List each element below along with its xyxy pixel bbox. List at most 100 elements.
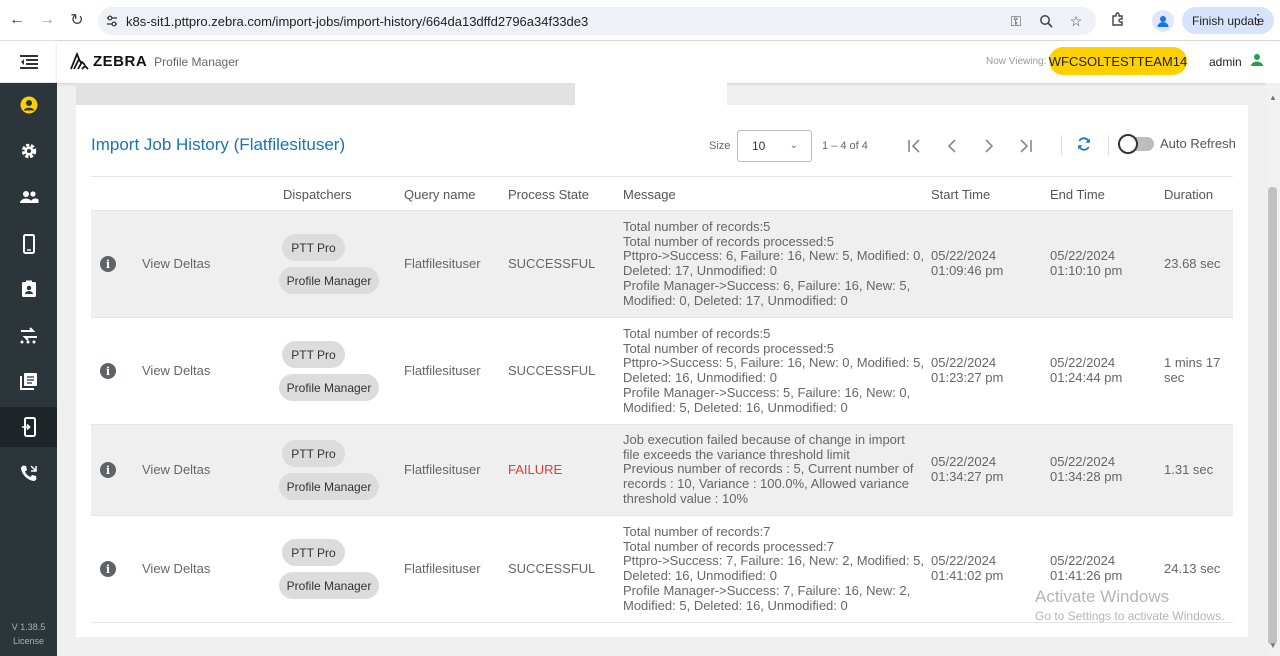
message-line: Pttpro->Success: 5, Failure: 16, New: 0,…	[623, 355, 924, 371]
table-header: Dispatchers Query name Process State Mes…	[91, 176, 1233, 211]
refresh-icon	[1078, 137, 1090, 151]
start-date: 05/22/2024	[931, 355, 997, 370]
scroll-up-icon[interactable]: ▲	[1269, 93, 1277, 102]
password-key-icon[interactable]: ⚿	[1010, 12, 1022, 29]
sidebar-item-devices[interactable]	[0, 224, 57, 264]
refresh-button[interactable]	[1076, 136, 1092, 157]
people-icon	[19, 191, 38, 203]
start-clock: 01:23:27 pm	[931, 369, 1004, 385]
start-date: 05/22/2024	[931, 248, 997, 263]
reload-icon[interactable]: ↻	[70, 12, 84, 29]
zoom-icon[interactable]	[1036, 11, 1056, 31]
column-duration[interactable]: Duration	[1164, 187, 1214, 202]
message-line: Total number of records processed:5	[623, 340, 834, 356]
sidebar-item-account[interactable]	[0, 85, 57, 125]
column-start-time[interactable]: Start Time	[931, 187, 991, 202]
column-query-name[interactable]: Query name	[404, 187, 476, 202]
last-page-button[interactable]	[1014, 135, 1036, 157]
end-time-cell: 05/22/2024 01:10:10 pm	[1050, 248, 1122, 278]
column-end-time[interactable]: End Time	[1050, 187, 1105, 202]
duration-cell: 1 mins 17 sec	[1164, 355, 1220, 385]
start-time-cell: 05/22/2024 01:23:27 pm	[931, 355, 1004, 385]
message-line: Total number of records processed:5	[623, 233, 834, 249]
sidebar-item-contacts[interactable]	[0, 269, 57, 309]
page-scrollbar[interactable]: ▲ ▼	[1266, 83, 1280, 656]
license-link[interactable]: License	[12, 636, 45, 646]
info-icon[interactable]: i	[100, 256, 116, 272]
address-bar[interactable]: k8s-sit1.pttpro.zebra.com/import-jobs/im…	[98, 7, 1096, 35]
tab-inactive[interactable]	[76, 83, 575, 105]
bookmark-star-icon[interactable]: ☆	[1069, 12, 1083, 29]
browser-toolbar: ← → ↻ k8s-sit1.pttpro.zebra.com/import-j…	[0, 0, 1280, 41]
sidebar-item-users[interactable]	[0, 177, 57, 217]
duration-cell: 23.68 sec	[1164, 256, 1220, 272]
status-cell: SUCCESSFUL	[508, 561, 596, 576]
column-process-state[interactable]: Process State	[508, 187, 589, 202]
info-icon[interactable]: i	[100, 561, 116, 577]
message-line: Total number of records:5	[623, 219, 771, 234]
message-cell: Job execution failed because of change i…	[623, 432, 913, 507]
divider	[1108, 135, 1109, 155]
profile-avatar-icon[interactable]	[1152, 10, 1174, 32]
duration-cell: 1.31 sec	[1164, 462, 1214, 478]
message-line: Total number of records:5	[623, 326, 771, 341]
chevron-down-icon: ⌄	[789, 140, 798, 151]
column-dispatchers[interactable]: Dispatchers	[283, 187, 352, 202]
query-name-cell: Flatfilesituser	[404, 561, 481, 576]
view-deltas-link[interactable]: View Deltas	[142, 462, 211, 477]
last-page-icon	[1020, 139, 1032, 153]
duration-text: 1.31 sec	[1164, 462, 1214, 477]
site-info-icon[interactable]	[98, 14, 126, 28]
message-line: Job execution failed because of change i…	[623, 432, 905, 447]
start-time-cell: 05/22/2024 01:41:02 pm	[931, 553, 1003, 583]
sidebar-item-routing[interactable]	[0, 316, 57, 356]
view-deltas-link[interactable]: View Deltas	[142, 256, 211, 271]
message-line: Deleted: 17, Unmodified: 0	[623, 263, 777, 279]
previous-page-button[interactable]	[941, 135, 963, 157]
message-line: Total number of records:7	[623, 524, 771, 539]
first-page-button[interactable]	[904, 135, 926, 157]
scroll-down-icon[interactable]: ▼	[1269, 641, 1277, 650]
table-row: i View Deltas PTT Pro Profile Manager Fl…	[91, 425, 1233, 516]
view-deltas-link[interactable]: View Deltas	[142, 363, 211, 378]
dispatcher-chip: PTT Pro	[282, 341, 345, 368]
account-circle-icon	[20, 96, 37, 114]
now-viewing-label: Now Viewing:	[986, 56, 1047, 67]
message-cell: Total number of records:5 Total number o…	[623, 326, 924, 415]
message-cell: Total number of records:5 Total number o…	[623, 219, 924, 308]
tab-strip	[76, 83, 727, 105]
message-line: Profile Manager->Success: 6, Failure: 16…	[623, 277, 911, 293]
sidebar-item-import[interactable]	[0, 407, 57, 447]
end-time-cell: 05/22/2024 01:41:26 pm	[1050, 553, 1123, 583]
page-size-select[interactable]: 10 ⌄	[737, 130, 812, 162]
user-icon[interactable]	[1250, 53, 1264, 72]
back-icon[interactable]: ←	[9, 11, 25, 28]
chevron-right-icon	[985, 139, 994, 153]
scroll-thumb[interactable]	[1268, 187, 1277, 645]
auto-refresh-toggle[interactable]	[1118, 134, 1154, 154]
sidebar-item-calls[interactable]	[0, 453, 57, 493]
sidebar-item-settings[interactable]	[0, 131, 57, 171]
end-clock: 01:41:26 pm	[1050, 567, 1123, 583]
forward-icon[interactable]: →	[39, 11, 55, 28]
contact-card-icon	[21, 280, 36, 297]
tab-active[interactable]	[575, 83, 727, 105]
dispatcher-chip: PTT Pro	[282, 539, 345, 566]
extensions-icon[interactable]	[1110, 11, 1126, 31]
info-icon[interactable]: i	[100, 462, 116, 478]
duration-text: 24.13 sec	[1164, 561, 1221, 576]
view-deltas-link[interactable]: View Deltas	[142, 561, 211, 576]
info-icon[interactable]: i	[100, 363, 116, 379]
finish-update-button[interactable]: Finish update ⋮	[1182, 7, 1274, 34]
column-message[interactable]: Message	[623, 187, 676, 202]
sidebar-item-library[interactable]	[0, 361, 57, 401]
user-name[interactable]: admin	[1209, 55, 1242, 69]
menu-collapse-icon[interactable]	[0, 41, 57, 83]
url-text[interactable]: k8s-sit1.pttpro.zebra.com/import-jobs/im…	[126, 13, 589, 29]
activate-windows-watermark: Activate Windows	[1035, 587, 1170, 606]
team-selector[interactable]: WFCSOLTESTTEAM14	[1049, 47, 1187, 75]
zebra-logo[interactable]: ZEBRA Profile Manager	[69, 52, 239, 70]
library-icon	[19, 373, 37, 390]
kebab-menu-icon[interactable]: ⋮	[1251, 11, 1265, 27]
next-page-button[interactable]	[978, 135, 1000, 157]
